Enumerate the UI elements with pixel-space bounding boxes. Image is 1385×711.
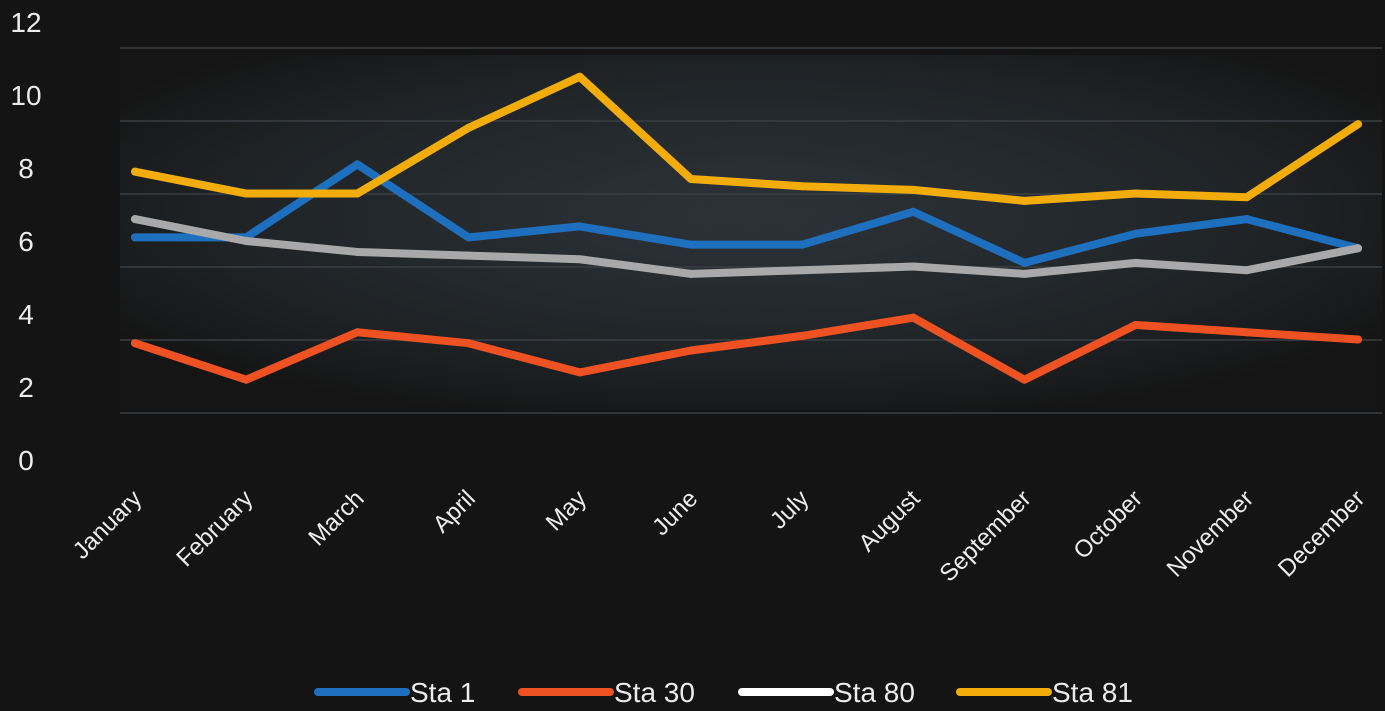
- data-point: [131, 167, 139, 176]
- data-point: [1020, 375, 1029, 384]
- legend-item: Sta 30: [518, 677, 695, 708]
- data-point: [909, 207, 918, 216]
- data-point: [353, 189, 362, 198]
- x-tick-label: August: [854, 485, 926, 557]
- y-tick-label: 10: [10, 80, 41, 111]
- data-point: [131, 215, 139, 224]
- data-point: [686, 174, 695, 183]
- series-line: [131, 160, 1362, 267]
- legend-label: Sta 30: [614, 677, 695, 708]
- data-point: [242, 375, 251, 384]
- data-point: [1020, 196, 1029, 205]
- data-point: [242, 189, 251, 198]
- data-point: [1242, 266, 1251, 275]
- legend-item: Sta 81: [956, 677, 1133, 708]
- data-point: [686, 240, 695, 249]
- y-tick-label: 8: [18, 153, 34, 184]
- data-point: [353, 160, 362, 169]
- x-tick-label: April: [428, 485, 481, 538]
- data-point: [1354, 244, 1362, 253]
- y-tick-label: 4: [18, 299, 34, 330]
- data-point: [242, 237, 251, 245]
- data-point: [686, 346, 695, 355]
- data-point: [1354, 120, 1362, 129]
- data-point: [1020, 258, 1029, 267]
- series-lines: [131, 72, 1362, 384]
- data-point: [353, 328, 362, 337]
- data-point: [909, 262, 918, 271]
- data-point: [798, 266, 807, 275]
- series-line: [131, 215, 1362, 278]
- data-point: [131, 233, 139, 242]
- x-tick-label: March: [303, 485, 369, 551]
- data-point: [798, 182, 807, 191]
- legend-label: Sta 1: [410, 677, 475, 708]
- legend-item: Sta 80: [738, 677, 915, 708]
- data-point: [798, 331, 807, 340]
- data-point: [464, 233, 473, 242]
- data-point: [131, 339, 139, 348]
- data-point: [909, 185, 918, 194]
- y-tick-label: 12: [10, 7, 41, 38]
- data-point: [575, 72, 584, 81]
- x-tick-label: December: [1273, 485, 1370, 582]
- y-axis-ticks: 0 2 4 6 8 10 12: [10, 7, 41, 476]
- data-point: [1354, 335, 1362, 344]
- series-sta-1: [131, 160, 1362, 267]
- x-tick-label: September: [935, 485, 1037, 587]
- legend: Sta 1 Sta 30 Sta 80 Sta 81: [314, 677, 1133, 708]
- y-tick-label: 6: [18, 226, 34, 257]
- data-point: [1242, 328, 1251, 337]
- series-sta-80: [131, 215, 1362, 278]
- data-point: [1131, 229, 1140, 238]
- data-point: [1131, 258, 1140, 267]
- data-point: [1131, 320, 1140, 329]
- series-line: [131, 313, 1362, 384]
- data-point: [686, 269, 695, 278]
- data-point: [1242, 193, 1251, 202]
- x-tick-label: October: [1068, 485, 1147, 564]
- data-point: [575, 368, 584, 377]
- x-tick-label: February: [171, 485, 258, 572]
- data-point: [575, 222, 584, 231]
- data-point: [353, 247, 362, 256]
- data-point: [1131, 189, 1140, 198]
- legend-label: Sta 81: [1052, 677, 1133, 708]
- x-tick-label: July: [765, 485, 814, 534]
- data-point: [575, 255, 584, 264]
- x-tick-label: May: [541, 485, 592, 536]
- x-axis-ticks: January February March April May June July Augu…: [68, 485, 1370, 587]
- legend-label: Sta 80: [834, 677, 915, 708]
- x-tick-label: January: [68, 485, 147, 564]
- series-sta-30: [131, 313, 1362, 384]
- series-line: [131, 72, 1362, 205]
- data-point: [798, 240, 807, 249]
- data-point: [464, 251, 473, 260]
- x-tick-label: November: [1162, 485, 1259, 582]
- data-point: [464, 123, 473, 132]
- data-point: [1020, 269, 1029, 278]
- legend-item: Sta 1: [314, 677, 475, 708]
- series-sta-81: [131, 72, 1362, 205]
- data-point: [909, 313, 918, 322]
- y-tick-label: 0: [18, 445, 34, 476]
- data-point: [464, 339, 473, 348]
- x-tick-label: June: [647, 485, 703, 541]
- data-point: [1242, 215, 1251, 224]
- y-tick-label: 2: [18, 372, 34, 403]
